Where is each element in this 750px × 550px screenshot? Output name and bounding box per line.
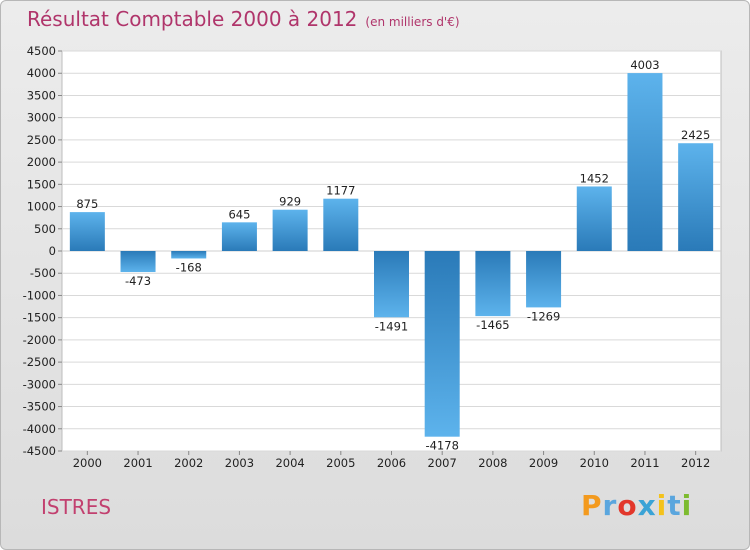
city-name: ISTRES	[41, 495, 112, 519]
bars	[69, 73, 714, 437]
logo-letter: x	[637, 489, 657, 522]
chart-title: Résultat Comptable 2000 à 2012 (en millie…	[27, 7, 460, 31]
y-tick-label: 3000	[27, 111, 56, 125]
bar-2001	[120, 251, 156, 273]
bar-2004	[272, 209, 308, 251]
y-tick-label: 1000	[27, 200, 56, 214]
x-tick-label: 2007	[428, 456, 457, 470]
data-label: 875	[76, 197, 98, 211]
y-tick-label: 2500	[27, 133, 56, 147]
data-label: -473	[125, 274, 151, 288]
bar-2003	[221, 222, 257, 251]
bar-2012	[678, 143, 714, 251]
bar-2002	[171, 251, 207, 259]
y-tick-label: 500	[34, 222, 56, 236]
y-tick-label: -1500	[23, 311, 56, 325]
x-tick-label: 2004	[275, 456, 304, 470]
chart-title-text: Résultat Comptable 2000 à 2012	[27, 7, 358, 31]
bar-2000	[69, 212, 105, 251]
proxiti-logo: Proxiti	[581, 489, 692, 522]
x-tick-label: 2008	[478, 456, 507, 470]
x-tick-label: 2006	[377, 456, 406, 470]
x-tick-label: 2001	[123, 456, 152, 470]
y-tick-label: -2000	[23, 333, 56, 347]
y-tick-label: -3500	[23, 400, 56, 414]
y-tick-label: -500	[30, 266, 56, 280]
data-label: -1491	[375, 319, 408, 333]
chart-subtitle: (en milliers d'€)	[365, 15, 460, 29]
y-axis-ticks: 4500 4000 3500 3000 2500 2000 1500 1000 500 0 -500…	[23, 44, 62, 458]
y-tick-label: -4500	[23, 444, 56, 458]
y-tick-label: -1000	[23, 288, 56, 302]
x-tick-label: 2002	[174, 456, 203, 470]
y-tick-label: 4500	[27, 44, 56, 58]
y-tick-label: 0	[49, 244, 56, 258]
bar-2005	[323, 198, 359, 251]
x-tick-label: 2011	[630, 456, 659, 470]
data-label: 645	[228, 207, 250, 221]
y-tick-label: -4000	[23, 422, 56, 436]
x-tick-label: 2000	[73, 456, 102, 470]
x-tick-label: 2010	[580, 456, 609, 470]
y-tick-label: -3000	[23, 377, 56, 391]
data-label: -168	[176, 260, 202, 274]
y-tick-label: -2500	[23, 355, 56, 369]
logo-letter: i	[681, 489, 693, 522]
logo-letter: r	[602, 489, 618, 522]
x-tick-label: 2012	[681, 456, 710, 470]
y-tick-label: 1500	[27, 177, 56, 191]
data-label: -1465	[476, 318, 509, 332]
logo-letter: t	[667, 489, 682, 522]
x-axis-ticks: 2000 2001 2002 2003 2004 2005 2006 2007 2008 2009…	[73, 451, 710, 470]
data-label: 4003	[630, 58, 659, 72]
data-label: -4178	[425, 439, 458, 453]
data-label: 2425	[681, 128, 710, 142]
data-label: 1177	[326, 184, 355, 198]
y-tick-label: 2000	[27, 155, 56, 169]
x-tick-label: 2009	[529, 456, 558, 470]
logo-letter: P	[581, 489, 603, 522]
y-tick-label: 3500	[27, 88, 56, 102]
x-tick-label: 2003	[225, 456, 254, 470]
y-tick-label: 4000	[27, 66, 56, 80]
bar-2011	[627, 73, 663, 251]
data-label: -1269	[527, 309, 560, 323]
data-labels: 875 -473 -168 645 929 1177 -1491 -4178 -1465 -126…	[76, 58, 710, 453]
logo-letter: o	[617, 489, 638, 522]
x-tick-label: 2005	[326, 456, 355, 470]
logo-letter: i	[656, 489, 668, 522]
bar-2008	[475, 251, 511, 317]
bar-2007	[424, 251, 460, 437]
bar-2009	[526, 251, 562, 308]
bar-2006	[374, 251, 409, 318]
bar-2010	[576, 186, 612, 251]
data-label: 929	[279, 195, 301, 209]
data-label: 1452	[580, 171, 609, 185]
